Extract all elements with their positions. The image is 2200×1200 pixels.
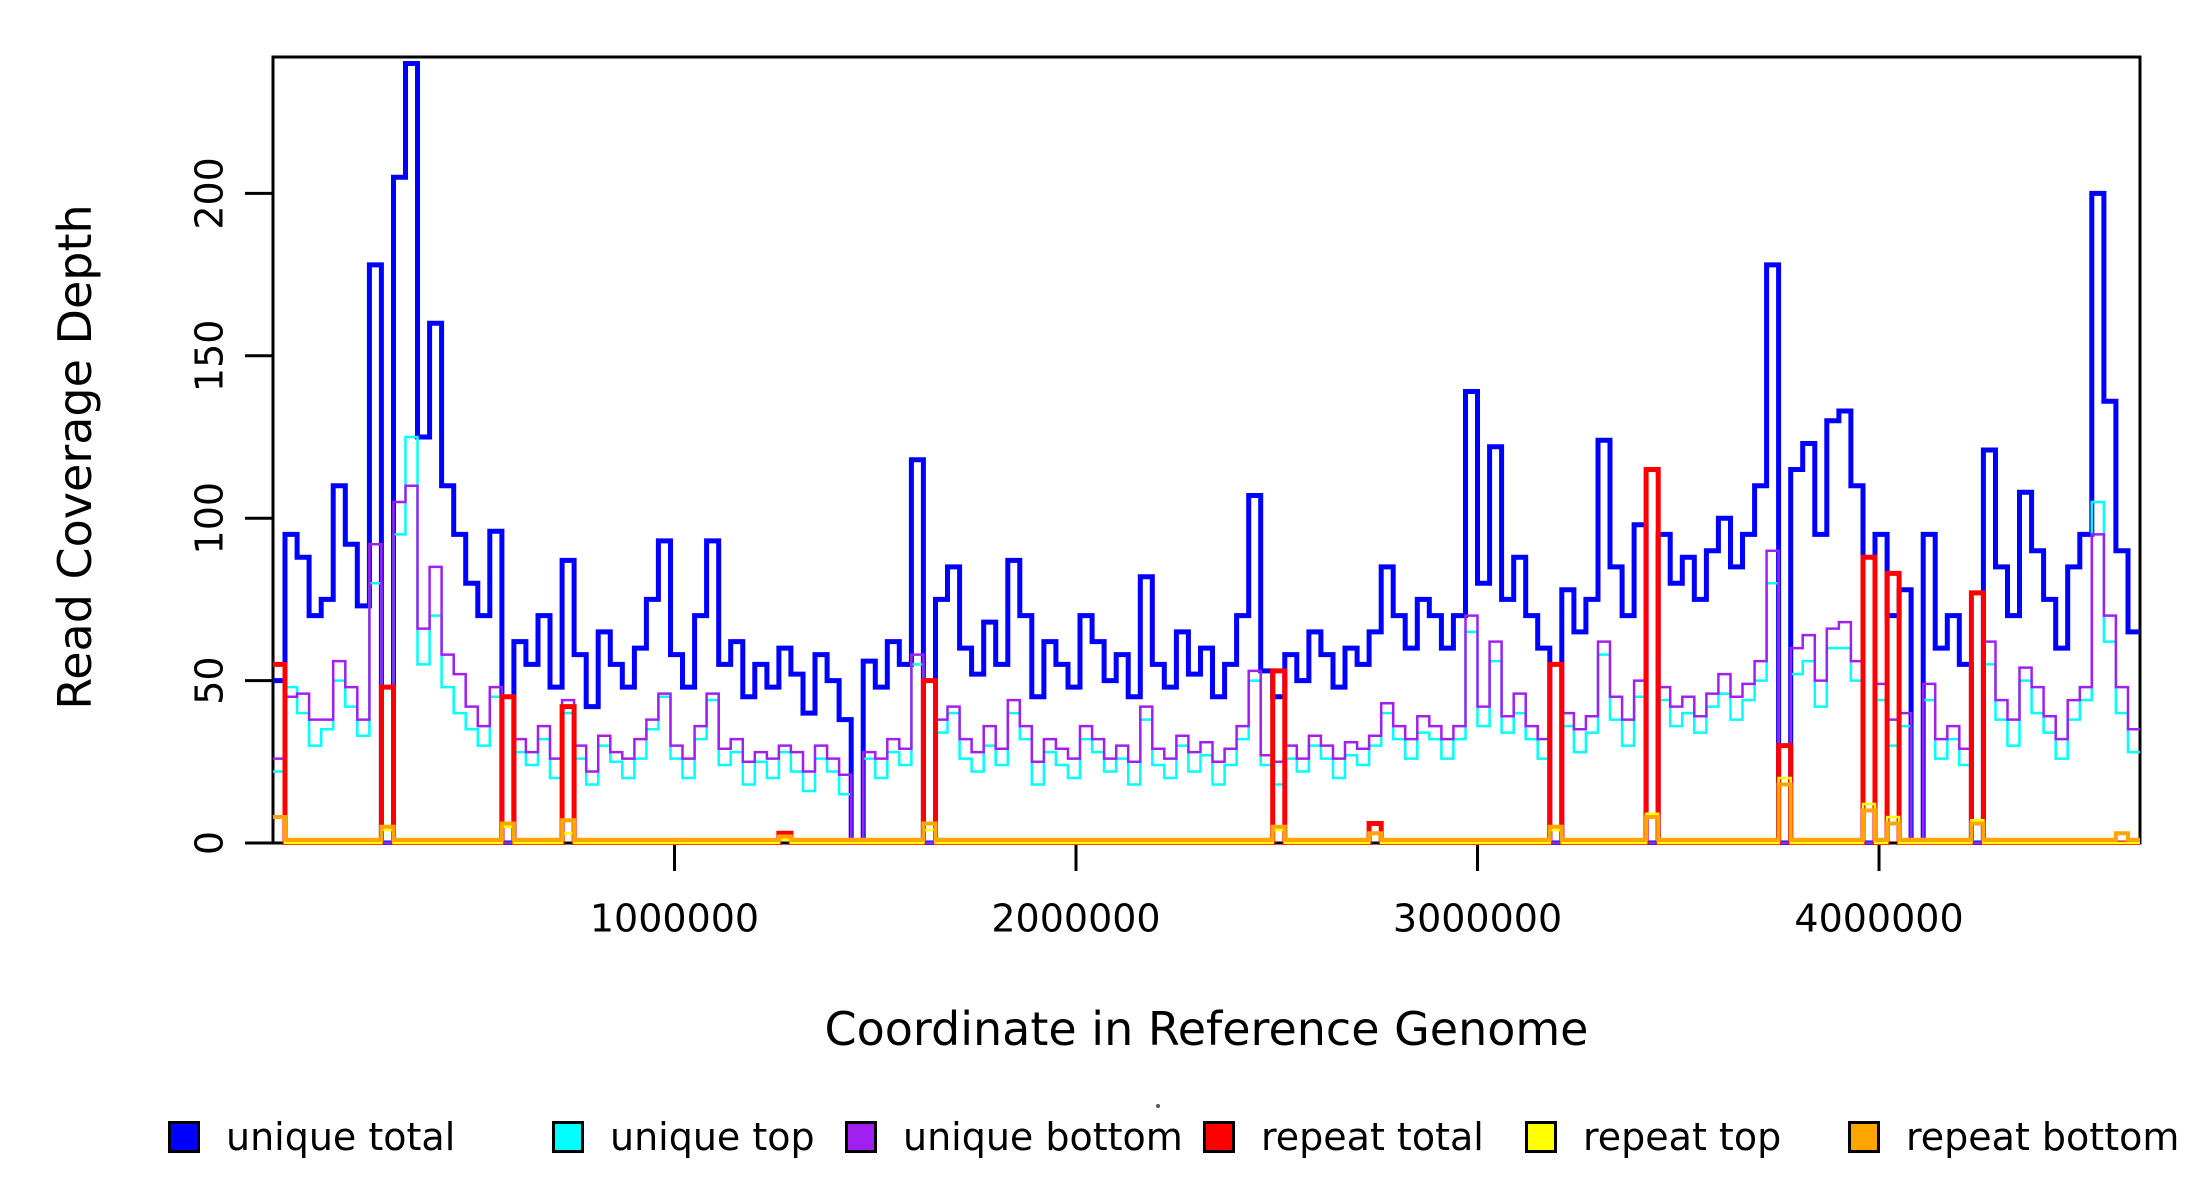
stray-dot-artifact xyxy=(1156,1104,1160,1108)
legend-item-repeat-top: repeat top xyxy=(1525,1105,1781,1169)
series-line-repeat-total xyxy=(273,467,2140,845)
legend-label: repeat top xyxy=(1583,1115,1782,1159)
legend-item-repeat-bottom: repeat bottom xyxy=(1848,1105,2179,1169)
legend-swatch xyxy=(1848,1121,1880,1153)
legend-item-repeat-total: repeat total xyxy=(1203,1105,1484,1169)
x-tick-label: 2000000 xyxy=(991,897,1160,941)
series-line-repeat-bottom xyxy=(273,782,2140,842)
legend-label: repeat total xyxy=(1261,1115,1484,1159)
series-line-unique-top xyxy=(273,435,2140,845)
legend-item-unique-top: unique top xyxy=(552,1105,815,1169)
y-tick-label: 100 xyxy=(188,482,232,555)
x-tick-label: 3000000 xyxy=(1393,897,1562,941)
legend-label: unique bottom xyxy=(903,1115,1183,1159)
legend-swatch xyxy=(845,1121,877,1153)
series-group xyxy=(273,61,2140,845)
plot-frame xyxy=(271,55,2142,845)
x-tick-label: 1000000 xyxy=(590,897,759,941)
x-axis-title: Coordinate in Reference Genome xyxy=(824,1002,1589,1056)
legend-swatch xyxy=(1525,1121,1557,1153)
y-axis-title: Read Coverage Depth xyxy=(48,204,102,710)
series-line-unique-total xyxy=(273,61,2140,845)
y-tick-label: 150 xyxy=(188,320,232,393)
y-tick-label: 0 xyxy=(188,831,232,855)
series-line-repeat-top xyxy=(273,776,2140,845)
legend-label: repeat bottom xyxy=(1906,1115,2180,1159)
legend-item-unique-bottom: unique bottom xyxy=(845,1105,1183,1169)
legend: unique total unique top unique bottom repea… xyxy=(0,1105,2200,1169)
y-tick-label: 50 xyxy=(188,656,232,704)
legend-swatch xyxy=(552,1121,584,1153)
legend-item-unique-total: unique total xyxy=(168,1105,455,1169)
series-line-unique-bottom xyxy=(273,484,2140,845)
legend-label: unique total xyxy=(226,1115,456,1159)
y-tick-label: 200 xyxy=(188,157,232,230)
x-tick-label: 4000000 xyxy=(1794,897,1963,941)
legend-label: unique top xyxy=(610,1115,815,1159)
legend-swatch xyxy=(168,1121,200,1153)
legend-swatch xyxy=(1203,1121,1235,1153)
